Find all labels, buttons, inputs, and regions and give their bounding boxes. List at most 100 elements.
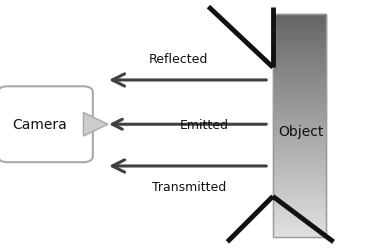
Bar: [273, 77, 326, 79]
Bar: [273, 139, 326, 142]
Bar: [273, 46, 326, 48]
Bar: [273, 75, 326, 77]
Bar: [273, 221, 326, 224]
Bar: [273, 110, 326, 113]
Bar: [273, 210, 326, 212]
Polygon shape: [83, 113, 108, 137]
Bar: [273, 95, 326, 97]
Bar: [273, 121, 326, 124]
Bar: [273, 55, 326, 57]
Bar: [273, 88, 326, 90]
Bar: [273, 228, 326, 230]
Bar: [273, 146, 326, 148]
Bar: [273, 168, 326, 170]
FancyBboxPatch shape: [0, 87, 93, 163]
Bar: [273, 188, 326, 190]
Bar: [273, 115, 326, 117]
Bar: [273, 73, 326, 75]
Bar: [273, 40, 326, 42]
Text: Reflected: Reflected: [149, 53, 208, 66]
Bar: [273, 137, 326, 139]
Bar: [273, 59, 326, 62]
Bar: [273, 230, 326, 232]
Bar: [273, 51, 326, 53]
Bar: [273, 148, 326, 150]
Bar: [273, 181, 326, 184]
Bar: [273, 113, 326, 115]
Bar: [273, 57, 326, 59]
Bar: [273, 219, 326, 221]
Bar: [273, 22, 326, 24]
Bar: [273, 135, 326, 137]
Bar: [273, 164, 326, 166]
Bar: [273, 212, 326, 215]
Text: Emitted: Emitted: [180, 118, 229, 131]
Bar: [273, 44, 326, 46]
Bar: [273, 62, 326, 64]
Bar: [273, 208, 326, 210]
Bar: [273, 193, 326, 195]
Bar: [273, 170, 326, 173]
Bar: [273, 119, 326, 121]
Bar: [273, 173, 326, 175]
Bar: [273, 66, 326, 68]
Bar: [273, 33, 326, 35]
Bar: [273, 128, 326, 131]
Bar: [273, 224, 326, 226]
Bar: [273, 28, 326, 31]
Bar: [273, 166, 326, 168]
Bar: [273, 53, 326, 55]
Bar: [273, 159, 326, 162]
Bar: [273, 124, 326, 126]
Bar: [273, 106, 326, 108]
Bar: [273, 15, 326, 237]
Bar: [273, 157, 326, 159]
Bar: [273, 235, 326, 237]
Bar: [273, 71, 326, 73]
Bar: [273, 215, 326, 217]
Bar: [273, 104, 326, 106]
Bar: [273, 175, 326, 177]
Bar: [273, 99, 326, 102]
Bar: [273, 190, 326, 193]
Bar: [273, 84, 326, 86]
Bar: [273, 42, 326, 44]
Bar: [273, 232, 326, 235]
Bar: [273, 226, 326, 228]
Bar: [273, 133, 326, 135]
Bar: [273, 15, 326, 17]
Bar: [273, 186, 326, 188]
Text: Camera: Camera: [13, 118, 67, 132]
Bar: [273, 90, 326, 93]
Bar: [273, 155, 326, 157]
Bar: [273, 217, 326, 219]
Bar: [273, 79, 326, 82]
Bar: [273, 142, 326, 144]
Bar: [273, 102, 326, 104]
Bar: [273, 195, 326, 197]
Bar: [273, 126, 326, 128]
Bar: [273, 153, 326, 155]
Bar: [273, 131, 326, 133]
Bar: [273, 199, 326, 201]
Bar: [273, 24, 326, 26]
Bar: [273, 86, 326, 88]
Bar: [273, 197, 326, 199]
Bar: [273, 93, 326, 95]
Bar: [273, 82, 326, 84]
Bar: [273, 144, 326, 146]
Text: Transmitted: Transmitted: [152, 180, 227, 193]
Bar: [273, 17, 326, 20]
Bar: [273, 20, 326, 22]
Bar: [273, 37, 326, 40]
Bar: [273, 64, 326, 66]
Bar: [273, 48, 326, 51]
Bar: [273, 179, 326, 181]
Bar: [273, 108, 326, 110]
Bar: [273, 184, 326, 186]
Bar: [273, 177, 326, 179]
Bar: [273, 206, 326, 208]
Bar: [273, 68, 326, 71]
Bar: [273, 117, 326, 119]
Bar: [273, 150, 326, 153]
